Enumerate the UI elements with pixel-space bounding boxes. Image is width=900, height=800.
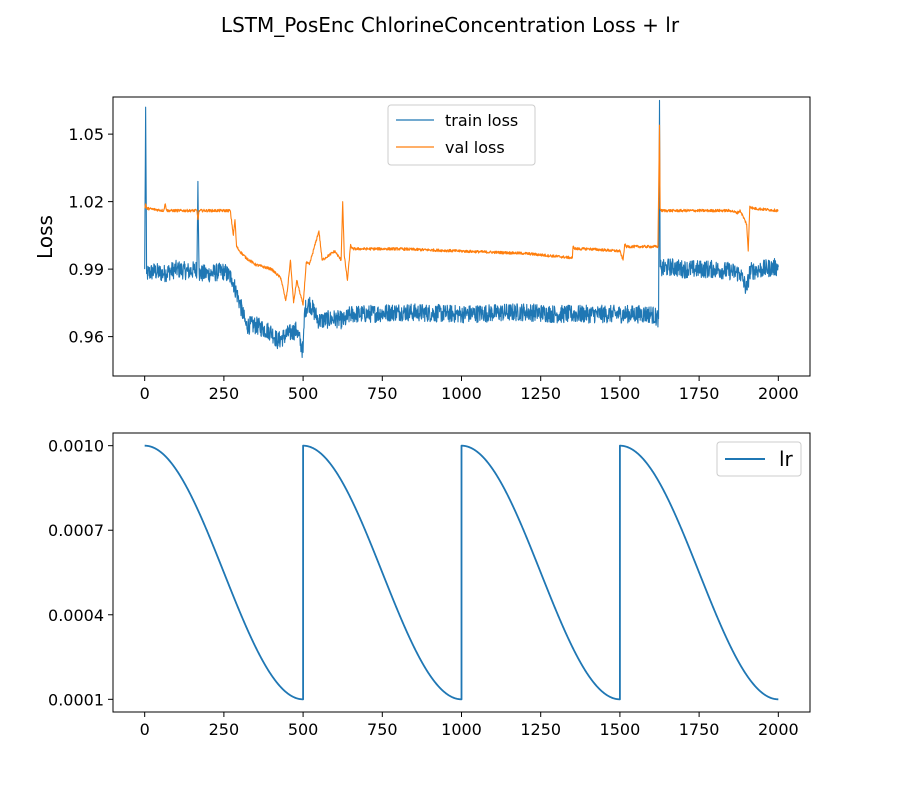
val-loss-line — [144, 124, 779, 306]
x-tick-label: 750 — [367, 384, 398, 403]
legend-lr: lr — [779, 447, 794, 471]
x-tick-label: 1750 — [679, 384, 720, 403]
x-tick-label: 250 — [209, 384, 240, 403]
lr-legend: lr — [716, 441, 802, 477]
lr-line — [144, 444, 779, 701]
x-tick-label: 500 — [288, 384, 319, 403]
chart-title: LSTM_PosEnc ChlorineConcentration Loss +… — [221, 13, 680, 37]
x-tick-label: 500 — [288, 720, 319, 739]
x-tick-label: 1250 — [520, 720, 561, 739]
y-tick-label: 0.0007 — [48, 521, 104, 540]
x-tick-label: 0 — [140, 384, 150, 403]
loss-ylabel: Loss — [33, 215, 57, 259]
x-tick-label: 2000 — [758, 720, 799, 739]
lr-axes: 0 250 500 750 1000 1250 1500 1750 2000 0.0001 0.0… — [48, 432, 811, 739]
x-tick-label: 1000 — [441, 720, 482, 739]
x-tick-label: 0 — [140, 720, 150, 739]
y-tick-label: 0.0001 — [48, 690, 104, 709]
x-tick-label: 1500 — [600, 720, 641, 739]
x-tick-label: 1000 — [441, 384, 482, 403]
x-tick-label: 2000 — [758, 384, 799, 403]
y-tick-label: 0.0004 — [48, 606, 104, 625]
y-tick-label: 1.05 — [68, 125, 104, 144]
y-tick-label: 0.0010 — [48, 437, 104, 456]
x-tick-label: 1500 — [600, 384, 641, 403]
x-tick-label: 1750 — [679, 720, 720, 739]
loss-legend: train loss val loss — [387, 104, 536, 166]
x-tick-label: 1250 — [520, 384, 561, 403]
y-tick-label: 0.99 — [68, 260, 104, 279]
y-tick-label: 1.02 — [68, 193, 104, 212]
x-tick-label: 250 — [209, 720, 240, 739]
legend-train-loss: train loss — [445, 111, 518, 130]
train-loss-line — [144, 99, 779, 358]
x-tick-label: 750 — [367, 720, 398, 739]
y-tick-label: 0.96 — [68, 328, 104, 347]
legend-val-loss: val loss — [445, 138, 505, 157]
loss-axes: 0 250 500 750 1000 1250 1500 1750 2000 0.96 0.99 1… — [33, 96, 811, 403]
